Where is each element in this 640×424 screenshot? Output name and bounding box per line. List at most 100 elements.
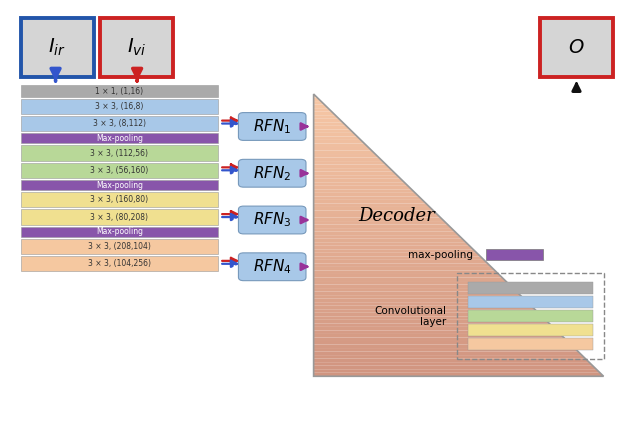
FancyBboxPatch shape: [20, 145, 218, 161]
Polygon shape: [314, 200, 426, 204]
Polygon shape: [314, 242, 470, 246]
FancyBboxPatch shape: [468, 324, 593, 336]
Polygon shape: [314, 210, 437, 214]
Text: Max-pooling: Max-pooling: [96, 134, 143, 143]
Text: 3 × 3, (112,56): 3 × 3, (112,56): [90, 148, 148, 158]
Polygon shape: [314, 277, 506, 281]
FancyBboxPatch shape: [20, 209, 218, 225]
Polygon shape: [314, 316, 545, 320]
FancyBboxPatch shape: [100, 18, 173, 77]
Text: 3 × 3, (208,104): 3 × 3, (208,104): [88, 242, 150, 251]
Text: 3 × 3, (80,208): 3 × 3, (80,208): [90, 212, 148, 222]
Polygon shape: [314, 154, 379, 158]
Polygon shape: [314, 235, 462, 239]
FancyBboxPatch shape: [20, 18, 94, 77]
Polygon shape: [314, 112, 335, 115]
Text: 3 × 3, (104,256): 3 × 3, (104,256): [88, 259, 151, 268]
Polygon shape: [314, 108, 332, 112]
Polygon shape: [314, 246, 473, 249]
Polygon shape: [314, 122, 346, 126]
Text: $RFN_3$: $RFN_3$: [253, 211, 292, 229]
Polygon shape: [314, 253, 481, 257]
Text: $I_{vi}$: $I_{vi}$: [127, 37, 147, 59]
FancyBboxPatch shape: [239, 113, 306, 140]
FancyBboxPatch shape: [540, 18, 613, 77]
Polygon shape: [314, 298, 527, 302]
FancyBboxPatch shape: [20, 192, 218, 207]
FancyBboxPatch shape: [20, 99, 218, 114]
Polygon shape: [314, 313, 542, 316]
Polygon shape: [314, 140, 364, 143]
Polygon shape: [314, 355, 586, 359]
Text: Decoder: Decoder: [358, 207, 435, 225]
Polygon shape: [314, 330, 560, 334]
Polygon shape: [314, 101, 324, 105]
Polygon shape: [314, 359, 589, 362]
Polygon shape: [314, 161, 386, 165]
Polygon shape: [314, 260, 488, 263]
Polygon shape: [314, 165, 390, 168]
Polygon shape: [314, 334, 564, 338]
Polygon shape: [314, 204, 429, 207]
Text: Max-pooling: Max-pooling: [96, 181, 143, 190]
Polygon shape: [314, 302, 531, 306]
Polygon shape: [314, 306, 534, 309]
Polygon shape: [314, 137, 361, 140]
Polygon shape: [314, 338, 567, 341]
Polygon shape: [314, 175, 401, 179]
Polygon shape: [314, 309, 538, 313]
Polygon shape: [314, 94, 317, 98]
Polygon shape: [314, 345, 575, 348]
Polygon shape: [314, 295, 524, 298]
Polygon shape: [314, 228, 455, 232]
FancyBboxPatch shape: [486, 248, 543, 260]
Polygon shape: [314, 249, 477, 253]
Text: 3 × 3, (56,160): 3 × 3, (56,160): [90, 166, 148, 175]
Polygon shape: [314, 119, 342, 122]
Polygon shape: [314, 143, 368, 147]
Polygon shape: [314, 351, 582, 355]
Text: 3 × 3, (8,112): 3 × 3, (8,112): [93, 119, 146, 128]
Polygon shape: [314, 274, 502, 277]
Polygon shape: [314, 158, 383, 161]
Polygon shape: [314, 341, 571, 345]
Polygon shape: [314, 115, 339, 119]
FancyBboxPatch shape: [239, 253, 306, 281]
Text: Convolutional
layer: Convolutional layer: [374, 306, 446, 327]
FancyBboxPatch shape: [239, 206, 306, 234]
Polygon shape: [314, 348, 578, 351]
FancyBboxPatch shape: [20, 180, 218, 190]
Polygon shape: [314, 239, 466, 242]
Polygon shape: [314, 225, 451, 228]
Polygon shape: [314, 292, 520, 295]
Polygon shape: [314, 327, 556, 330]
Text: 3 × 3, (160,80): 3 × 3, (160,80): [90, 195, 148, 204]
FancyBboxPatch shape: [468, 296, 593, 308]
Polygon shape: [314, 172, 397, 175]
FancyBboxPatch shape: [468, 310, 593, 322]
Polygon shape: [314, 281, 509, 285]
Polygon shape: [314, 369, 600, 373]
Polygon shape: [314, 133, 357, 137]
Text: 3 × 3, (16,8): 3 × 3, (16,8): [95, 102, 143, 111]
Polygon shape: [314, 288, 516, 292]
Polygon shape: [314, 320, 549, 324]
Polygon shape: [314, 196, 422, 200]
Polygon shape: [314, 168, 394, 172]
Polygon shape: [314, 218, 444, 221]
Text: $RFN_2$: $RFN_2$: [253, 164, 291, 183]
Text: max-pooling: max-pooling: [408, 250, 473, 259]
Text: $RFN_4$: $RFN_4$: [253, 257, 292, 276]
Polygon shape: [314, 324, 553, 327]
Polygon shape: [314, 207, 433, 210]
Polygon shape: [314, 179, 404, 182]
Polygon shape: [314, 373, 604, 376]
FancyBboxPatch shape: [239, 159, 306, 187]
Polygon shape: [314, 257, 484, 260]
FancyBboxPatch shape: [468, 282, 593, 294]
FancyBboxPatch shape: [20, 163, 218, 178]
Polygon shape: [314, 186, 412, 189]
Text: $I_{ir}$: $I_{ir}$: [48, 37, 66, 59]
Polygon shape: [314, 182, 408, 186]
FancyBboxPatch shape: [468, 338, 593, 350]
